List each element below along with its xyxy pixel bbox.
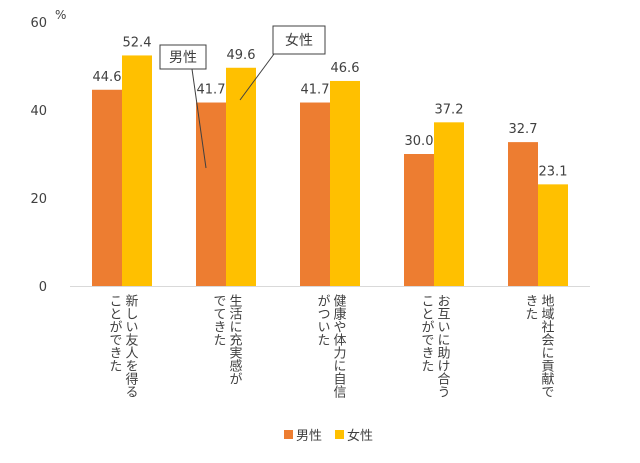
bar-male [508, 142, 538, 286]
bar-female [330, 80, 360, 287]
x-tick-label: 生活に充実感が [227, 294, 243, 385]
callout-female-text: 女性 [285, 32, 313, 49]
data-label: 52.4 [123, 35, 152, 50]
data-label: 46.6 [331, 61, 360, 76]
bar-female [122, 55, 152, 286]
x-tick-label: 健康や体力に自信 [331, 294, 347, 398]
x-tick-label: ことができた [107, 294, 123, 372]
callout-male-text: 男性 [169, 50, 197, 66]
x-tick-label: 新しい友人を得る [123, 293, 139, 398]
callout-male-leader-line [191, 68, 207, 169]
y-tick-label: 60 [30, 16, 47, 31]
x-tick-label: ことができた [419, 294, 435, 372]
data-label: 41.7 [197, 83, 226, 98]
data-label: 49.6 [227, 48, 256, 63]
y-tick-label: 40 [30, 104, 47, 119]
x-tick-label: がついた [315, 294, 331, 346]
data-label: 30.0 [405, 134, 434, 149]
y-tick-label: 0 [39, 280, 47, 295]
data-label: 44.6 [93, 70, 122, 85]
x-tick-label: きた [523, 294, 538, 320]
data-label: 41.7 [301, 83, 330, 98]
x-tick-label: お互いに助け合う [435, 294, 451, 398]
legend-swatch-male [284, 430, 293, 439]
callout-female-box [272, 25, 326, 55]
bar-male [404, 154, 434, 286]
legend-label: 女性 [347, 428, 373, 444]
x-tick-label: でてきた [211, 294, 226, 346]
bar-male [300, 102, 330, 287]
y-tick-label: 20 [30, 192, 47, 207]
bar-female [538, 184, 568, 286]
y-unit-label: % [55, 8, 66, 22]
legend-swatch-female [335, 430, 344, 439]
legend-label: 男性 [296, 429, 322, 444]
bar-female [226, 67, 256, 286]
data-label: 37.2 [435, 102, 464, 117]
x-tick-label: 地域社会に貢献で [539, 294, 555, 398]
bar-male [92, 89, 122, 286]
data-label: 23.1 [539, 164, 568, 179]
data-label: 32.7 [509, 122, 538, 137]
callout-male-box [159, 44, 207, 70]
bar-female [434, 122, 464, 286]
callout-female-leader-line [239, 53, 275, 101]
